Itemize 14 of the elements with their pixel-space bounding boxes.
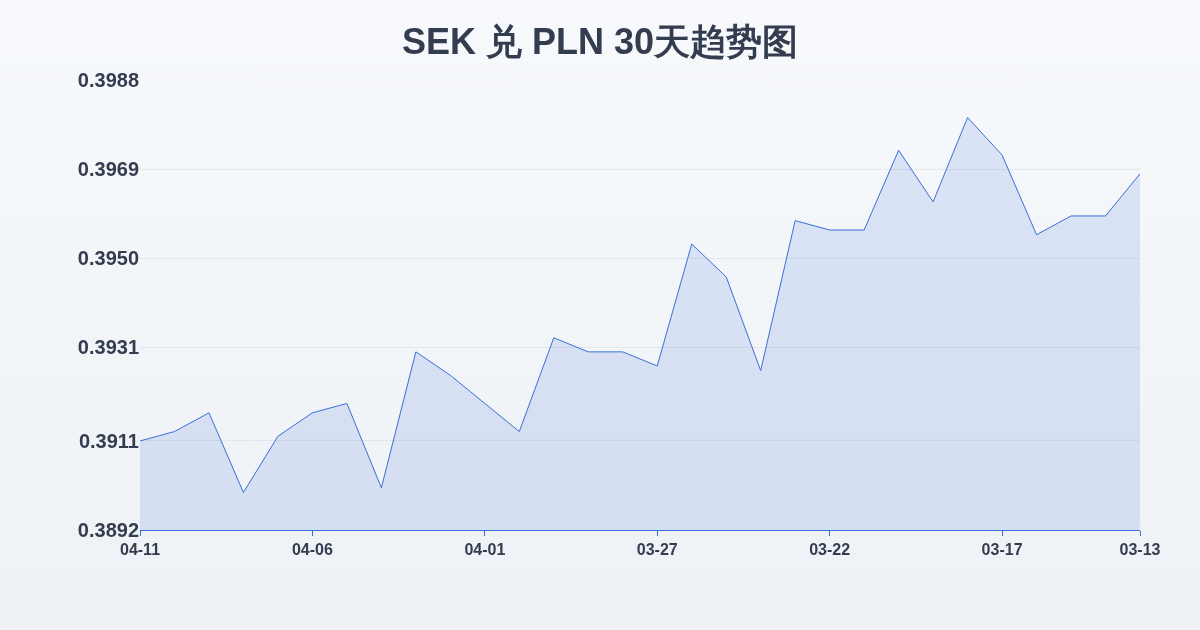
x-tick-label: 03-22	[809, 541, 851, 559]
x-tick-label: 04-06	[291, 541, 333, 559]
y-tick-label: 0.3969	[77, 158, 139, 181]
x-tick-label: 03-17	[981, 541, 1023, 559]
y-tick-label: 0.3988	[77, 69, 139, 91]
y-tick-label: 0.3911	[78, 429, 139, 452]
x-tick-label: 03-27	[636, 541, 678, 559]
x-tick-label: 04-01	[464, 541, 506, 559]
x-tick-label: 04-11	[119, 541, 161, 559]
chart-title: SEK 兑 PLN 30天趋势图	[401, 20, 799, 62]
x-tick-label: 03-13	[1119, 541, 1161, 559]
y-tick-label: 0.3892	[77, 519, 139, 541]
y-tick-label: 0.3950	[77, 247, 139, 270]
y-tick-label: 0.3931	[77, 336, 139, 359]
